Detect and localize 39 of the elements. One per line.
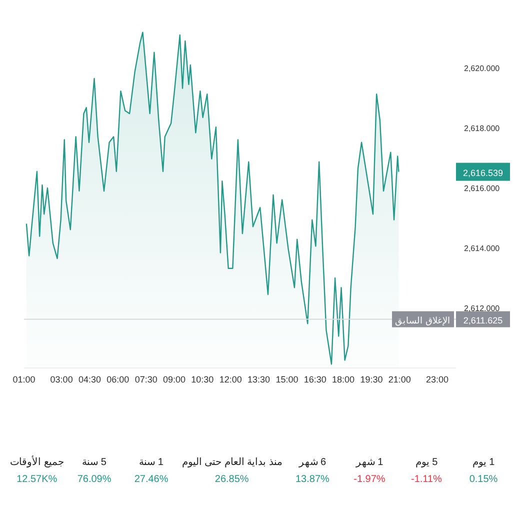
y-tick-label: 2,612.000 (464, 304, 500, 313)
x-tick-label: 09:00 (162, 374, 186, 384)
category-label: 5 يوم (414, 456, 439, 468)
x-tick-label: 07:30 (134, 374, 158, 384)
x-tick-label: 16:30 (304, 374, 326, 384)
category-label: جميع الأوقات (10, 456, 64, 468)
x-tick-label: 19:30 (360, 374, 383, 384)
text: 12.57K% (16, 474, 58, 485)
category-label: 1 سنة (138, 456, 164, 468)
text: 27.46% (134, 474, 168, 485)
text: 2,611.625 (463, 315, 503, 326)
y-tick-label: 2,620.000 (464, 64, 500, 73)
category-label: 1 شهر (354, 456, 384, 468)
x-tick-label: 01:00 (12, 374, 36, 384)
y-tick-label: 2,616.000 (464, 184, 500, 193)
category-label: 5 سنة (81, 456, 108, 468)
category-label: منذ بداية العام حتى اليوم (182, 456, 282, 468)
x-tick-label: 13:30 (248, 374, 270, 384)
text: 0.15% (469, 474, 498, 485)
x-tick-label: 04:30 (78, 374, 102, 384)
ref-line-label: الإغلاق السابق (395, 315, 451, 326)
x-tick-label: 15:00 (276, 374, 298, 384)
category-label: 6 شهر (298, 456, 328, 468)
category-label: 1 يوم (471, 456, 496, 468)
text: 26.85% (214, 474, 249, 485)
text: -1.97% (354, 474, 386, 485)
text: 76.09% (77, 474, 112, 485)
x-tick-label: 10:30 (191, 374, 214, 384)
x-tick-label: 12:00 (219, 374, 242, 384)
text: 2,616.539 (462, 168, 504, 178)
text: -1.11% (411, 474, 442, 485)
x-tick-label: 21:00 (388, 374, 411, 384)
x-tick-label: 18:00 (332, 374, 355, 384)
x-tick-label: 06:00 (106, 374, 130, 384)
y-tick-label: 2,618.000 (464, 124, 500, 133)
text: 13.87% (295, 474, 330, 485)
x-tick-label: 23:00 (426, 374, 448, 384)
y-tick-label: 2,614.000 (464, 244, 500, 253)
x-tick-label: 03:00 (50, 374, 73, 384)
